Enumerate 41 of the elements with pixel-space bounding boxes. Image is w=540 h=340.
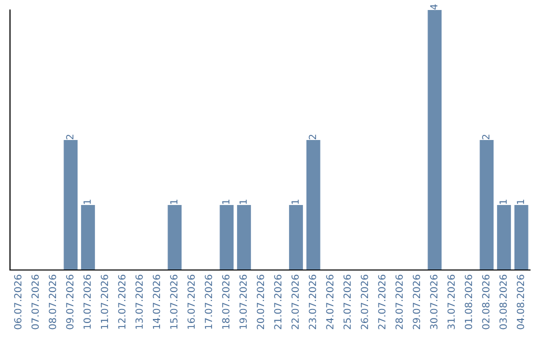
data-label: 1 [84,200,91,204]
x-tick-label: 16.07.2026 [187,274,195,329]
x-tick-label: 31.07.2026 [447,274,455,330]
x-tick-label: 10.07.2026 [83,274,91,329]
x-tick-label: 24.07.2026 [326,274,334,330]
data-label: 1 [240,200,247,204]
data-label: 2 [308,134,316,140]
data-label: 1 [500,200,507,204]
x-tick-label: 18.07.2026 [222,274,230,329]
x-tick-label: 14.07.2026 [152,274,160,329]
data-label: 2 [66,134,74,140]
x-tick-label: 22.07.2026 [291,274,299,330]
data-label: 2 [482,134,490,140]
x-tick-label: 03.08.2026 [499,274,507,330]
x-tick-label: 17.07.2026 [204,274,212,329]
data-label: 1 [170,200,178,204]
x-tick-label: 23.07.2026 [308,274,316,330]
x-tick-label: 26.07.2026 [360,274,368,330]
x-tick-label: 08.07.2026 [48,274,56,330]
x-tick-label: 04.08.2026 [516,274,524,330]
data-label: 4 [430,4,438,10]
x-tick-label: 19.07.2026 [239,274,247,329]
x-tick-label: 12.07.2026 [118,274,126,329]
x-tick-label: 25.07.2026 [343,274,351,330]
x-tick-label: 11.07.2026 [100,274,108,329]
data-label: 1 [292,200,299,204]
data-label: 1 [516,200,524,204]
x-tick-label: 07.07.2026 [31,274,39,330]
x-tick-label: 29.07.2026 [412,274,420,330]
data-label: 1 [222,200,230,204]
x-tick-label: 13.07.2026 [135,274,143,329]
x-tick-label: 15.07.2026 [170,274,178,329]
x-tick-label: 27.07.2026 [378,274,386,330]
x-tick-label: 02.08.2026 [482,274,490,330]
x-tick-label: 30.07.2026 [430,274,438,330]
x-tick-label: 28.07.2026 [395,274,403,330]
x-tick-label: 09.07.2026 [66,274,74,330]
x-tick-label: 21.07.2026 [274,274,282,330]
x-tick-label: 20.07.2026 [256,274,264,330]
x-tick-label: 01.08.2026 [464,274,472,330]
x-tick-label: 06.07.2026 [14,274,22,330]
